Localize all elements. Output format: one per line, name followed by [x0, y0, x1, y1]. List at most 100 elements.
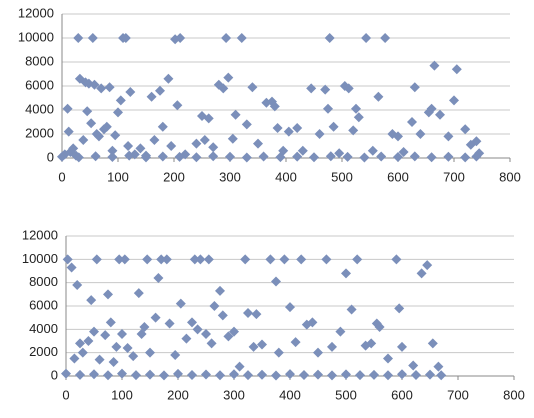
point [297, 145, 308, 156]
point [398, 147, 409, 157]
point [443, 131, 454, 142]
point [145, 347, 155, 358]
point [86, 295, 97, 306]
x-tick-label: 400 [275, 169, 297, 184]
point [78, 135, 89, 145]
point [353, 112, 364, 123]
x-tick-label: 500 [335, 387, 357, 402]
point [87, 33, 98, 43]
point [117, 329, 127, 339]
point [321, 254, 332, 265]
point [397, 341, 407, 352]
y-tick-label: 6000 [29, 297, 58, 312]
point [203, 113, 214, 124]
point [292, 151, 303, 162]
point [103, 370, 113, 381]
y-tick-label: 12000 [18, 5, 54, 20]
point [208, 151, 219, 162]
point [243, 370, 253, 381]
point [164, 318, 175, 329]
point [265, 254, 276, 265]
y-tick-label: 10000 [18, 29, 54, 44]
point [120, 33, 131, 43]
point [325, 151, 336, 162]
point [393, 152, 403, 163]
point [218, 83, 229, 94]
point [221, 33, 232, 43]
point [133, 288, 144, 299]
point [181, 333, 192, 344]
point [82, 106, 93, 117]
x-tick-label: 600 [387, 169, 409, 184]
x-tick-label: 100 [107, 169, 129, 184]
y-tick-label: 12000 [22, 227, 58, 242]
point [63, 126, 74, 137]
point [157, 151, 168, 162]
point [241, 152, 252, 163]
point [61, 368, 71, 379]
point [217, 310, 228, 321]
point [376, 151, 387, 162]
point [131, 370, 141, 381]
point [100, 330, 111, 341]
point [89, 369, 99, 380]
point [248, 341, 259, 352]
point [145, 369, 155, 380]
x-tick-label: 200 [163, 169, 185, 184]
point [292, 123, 303, 133]
point [153, 273, 164, 283]
point [327, 370, 337, 381]
point [103, 289, 113, 300]
point [393, 131, 403, 142]
point [427, 338, 438, 349]
x-tick-label: 0 [62, 387, 69, 402]
point [449, 95, 459, 106]
point [93, 131, 104, 142]
point [209, 301, 220, 311]
point [161, 254, 172, 265]
point [225, 151, 235, 162]
x-tick-label: 800 [499, 169, 521, 184]
point [391, 254, 402, 265]
point [227, 133, 238, 144]
point [290, 337, 301, 348]
point [163, 73, 174, 84]
point [328, 121, 339, 132]
point [62, 103, 73, 114]
point [283, 126, 294, 137]
point [191, 152, 202, 163]
point [203, 254, 214, 265]
point [341, 369, 351, 380]
point [257, 339, 267, 350]
point [157, 121, 168, 132]
point [104, 82, 115, 93]
point [107, 152, 118, 163]
point [146, 91, 157, 102]
point [343, 83, 354, 94]
point [323, 103, 333, 114]
point [433, 361, 444, 372]
point [110, 130, 121, 141]
x-tick-label: 700 [447, 387, 469, 402]
point [247, 82, 258, 93]
point [271, 276, 281, 287]
point [77, 347, 88, 358]
point [215, 370, 225, 381]
point [273, 347, 284, 358]
point [149, 135, 160, 145]
point [415, 129, 426, 139]
point [96, 83, 107, 94]
point [57, 151, 67, 162]
point [150, 312, 161, 323]
point [251, 309, 262, 320]
point [175, 33, 186, 43]
point [369, 369, 379, 380]
point [89, 79, 100, 90]
point [191, 138, 202, 149]
point [341, 268, 351, 279]
point [72, 280, 83, 290]
point [342, 151, 353, 162]
point [201, 369, 211, 380]
point [411, 369, 421, 380]
